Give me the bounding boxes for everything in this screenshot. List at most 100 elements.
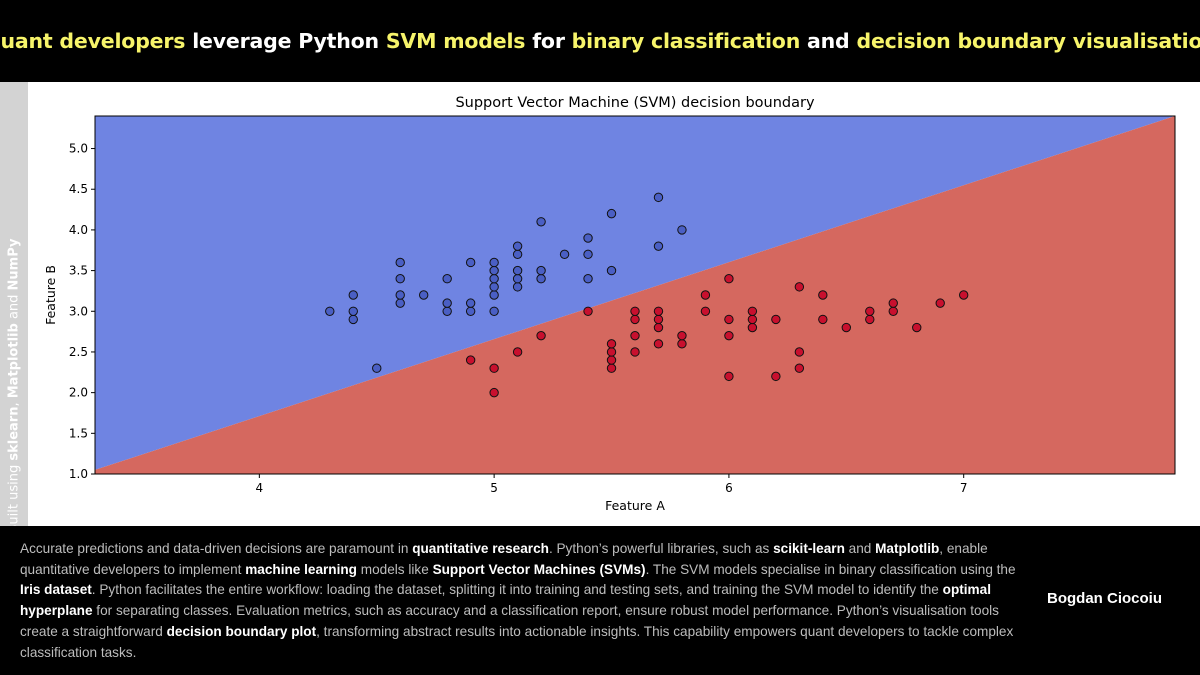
text-segment: Support Vector Machines (SVMs) (432, 561, 646, 577)
data-point (606, 208, 617, 219)
data-point (465, 355, 476, 365)
text-segment: . Python facilitates the entire workflow… (91, 582, 943, 598)
text-segment: Quant developers (0, 29, 186, 53)
y-tick-label: 4.0 (69, 223, 88, 237)
data-point (512, 274, 523, 284)
text-segment: decision boundary plot (166, 623, 317, 639)
data-point (724, 330, 734, 341)
data-point (583, 249, 593, 260)
data-point (395, 274, 405, 284)
region-class-1 (95, 116, 1175, 474)
x-tick-label: 6 (725, 481, 733, 495)
data-point (442, 298, 452, 308)
text-segment: quantitative research (412, 541, 549, 556)
data-point (489, 290, 499, 300)
data-point (606, 347, 617, 357)
data-point (325, 306, 335, 316)
data-point (512, 265, 523, 276)
side-label: Built using sklearn, Matplotlib and NumP… (7, 239, 22, 534)
text-segment: binary classification (571, 29, 801, 53)
data-point (512, 249, 523, 260)
text-segment: , enable quantitative developers to impl… (20, 541, 988, 577)
x-tick-label: 7 (960, 481, 968, 495)
data-point (630, 306, 640, 316)
data-point (489, 274, 499, 284)
data-point (372, 363, 382, 373)
data-point (489, 363, 499, 373)
data-point (606, 355, 617, 365)
data-point (536, 274, 546, 284)
data-point (865, 314, 875, 325)
data-point (583, 233, 593, 243)
data-point (630, 314, 640, 325)
data-point (442, 274, 452, 284)
y-tick-label: 2.5 (69, 345, 88, 359)
data-point (583, 306, 593, 316)
footer: Accurate predictions and data-driven dec… (0, 526, 1200, 675)
text-segment: for separating classes. Evaluation metri… (20, 603, 999, 639)
data-point (465, 298, 476, 308)
y-tick-label: 3.0 (69, 304, 88, 318)
data-point (606, 363, 617, 373)
data-point (418, 290, 429, 300)
data-point (536, 265, 546, 276)
data-point (348, 290, 358, 300)
data-point (512, 282, 523, 292)
y-axis-label: Feature B (43, 265, 58, 325)
data-point (442, 306, 452, 316)
data-point (865, 306, 875, 316)
data-point (888, 298, 898, 308)
data-point (794, 347, 805, 357)
y-tick-label: 3.5 (69, 264, 88, 278)
data-point (489, 282, 499, 292)
side-strip: Built using sklearn, Matplotlib and NumP… (0, 82, 28, 533)
data-point (606, 339, 617, 349)
y-tick-label: 1.5 (69, 426, 88, 440)
description-text: Accurate predictions and data-driven dec… (20, 539, 1020, 663)
x-tick-label: 4 (256, 481, 264, 495)
data-point (888, 306, 898, 316)
data-point (465, 306, 476, 316)
text-segment: . Python’s powerful libraries, such as (548, 541, 774, 556)
data-point (630, 347, 640, 357)
data-point (794, 282, 805, 292)
data-point (653, 192, 664, 203)
data-point (935, 298, 945, 308)
text-segment: for (525, 29, 572, 53)
data-point (841, 322, 852, 333)
text-segment: Matplotlib (6, 323, 22, 399)
text-segment: Iris dataset (20, 582, 92, 598)
data-point (536, 330, 546, 341)
text-segment: models like (357, 561, 433, 577)
data-point (677, 339, 687, 349)
y-tick-label: 1.0 (69, 467, 88, 481)
y-tick-label: 5.0 (69, 142, 88, 156)
text-segment: decision boundary visualisation (856, 29, 1200, 53)
text-segment: , transforming abstract results into act… (20, 623, 1014, 660)
text-segment: leverage Python (185, 29, 386, 53)
data-point (958, 290, 969, 300)
data-point (512, 241, 523, 251)
x-axis-label: Feature A (605, 498, 665, 513)
data-point (395, 290, 405, 300)
data-point (489, 265, 499, 276)
data-point (630, 330, 640, 341)
x-tick-label: 5 (490, 481, 498, 495)
text-segment: optimal hyperplane (20, 582, 991, 619)
text-segment: Accurate predictions and data-driven dec… (20, 541, 413, 556)
data-point (536, 217, 546, 227)
data-point (489, 306, 499, 316)
header-bar: Quant developers leverage Python SVM mod… (0, 0, 1200, 82)
data-point (559, 249, 570, 260)
data-point (818, 290, 828, 300)
text-segment: Built using (6, 460, 22, 534)
data-point (465, 257, 476, 268)
text-segment: SVM models (385, 29, 526, 53)
data-point (583, 274, 593, 284)
data-point (724, 274, 734, 284)
data-point (771, 314, 781, 325)
data-point (653, 241, 664, 251)
text-segment: , (6, 398, 22, 407)
chart-title: Support Vector Machine (SVM) decision bo… (455, 95, 814, 111)
y-tick-label: 4.5 (69, 182, 88, 196)
